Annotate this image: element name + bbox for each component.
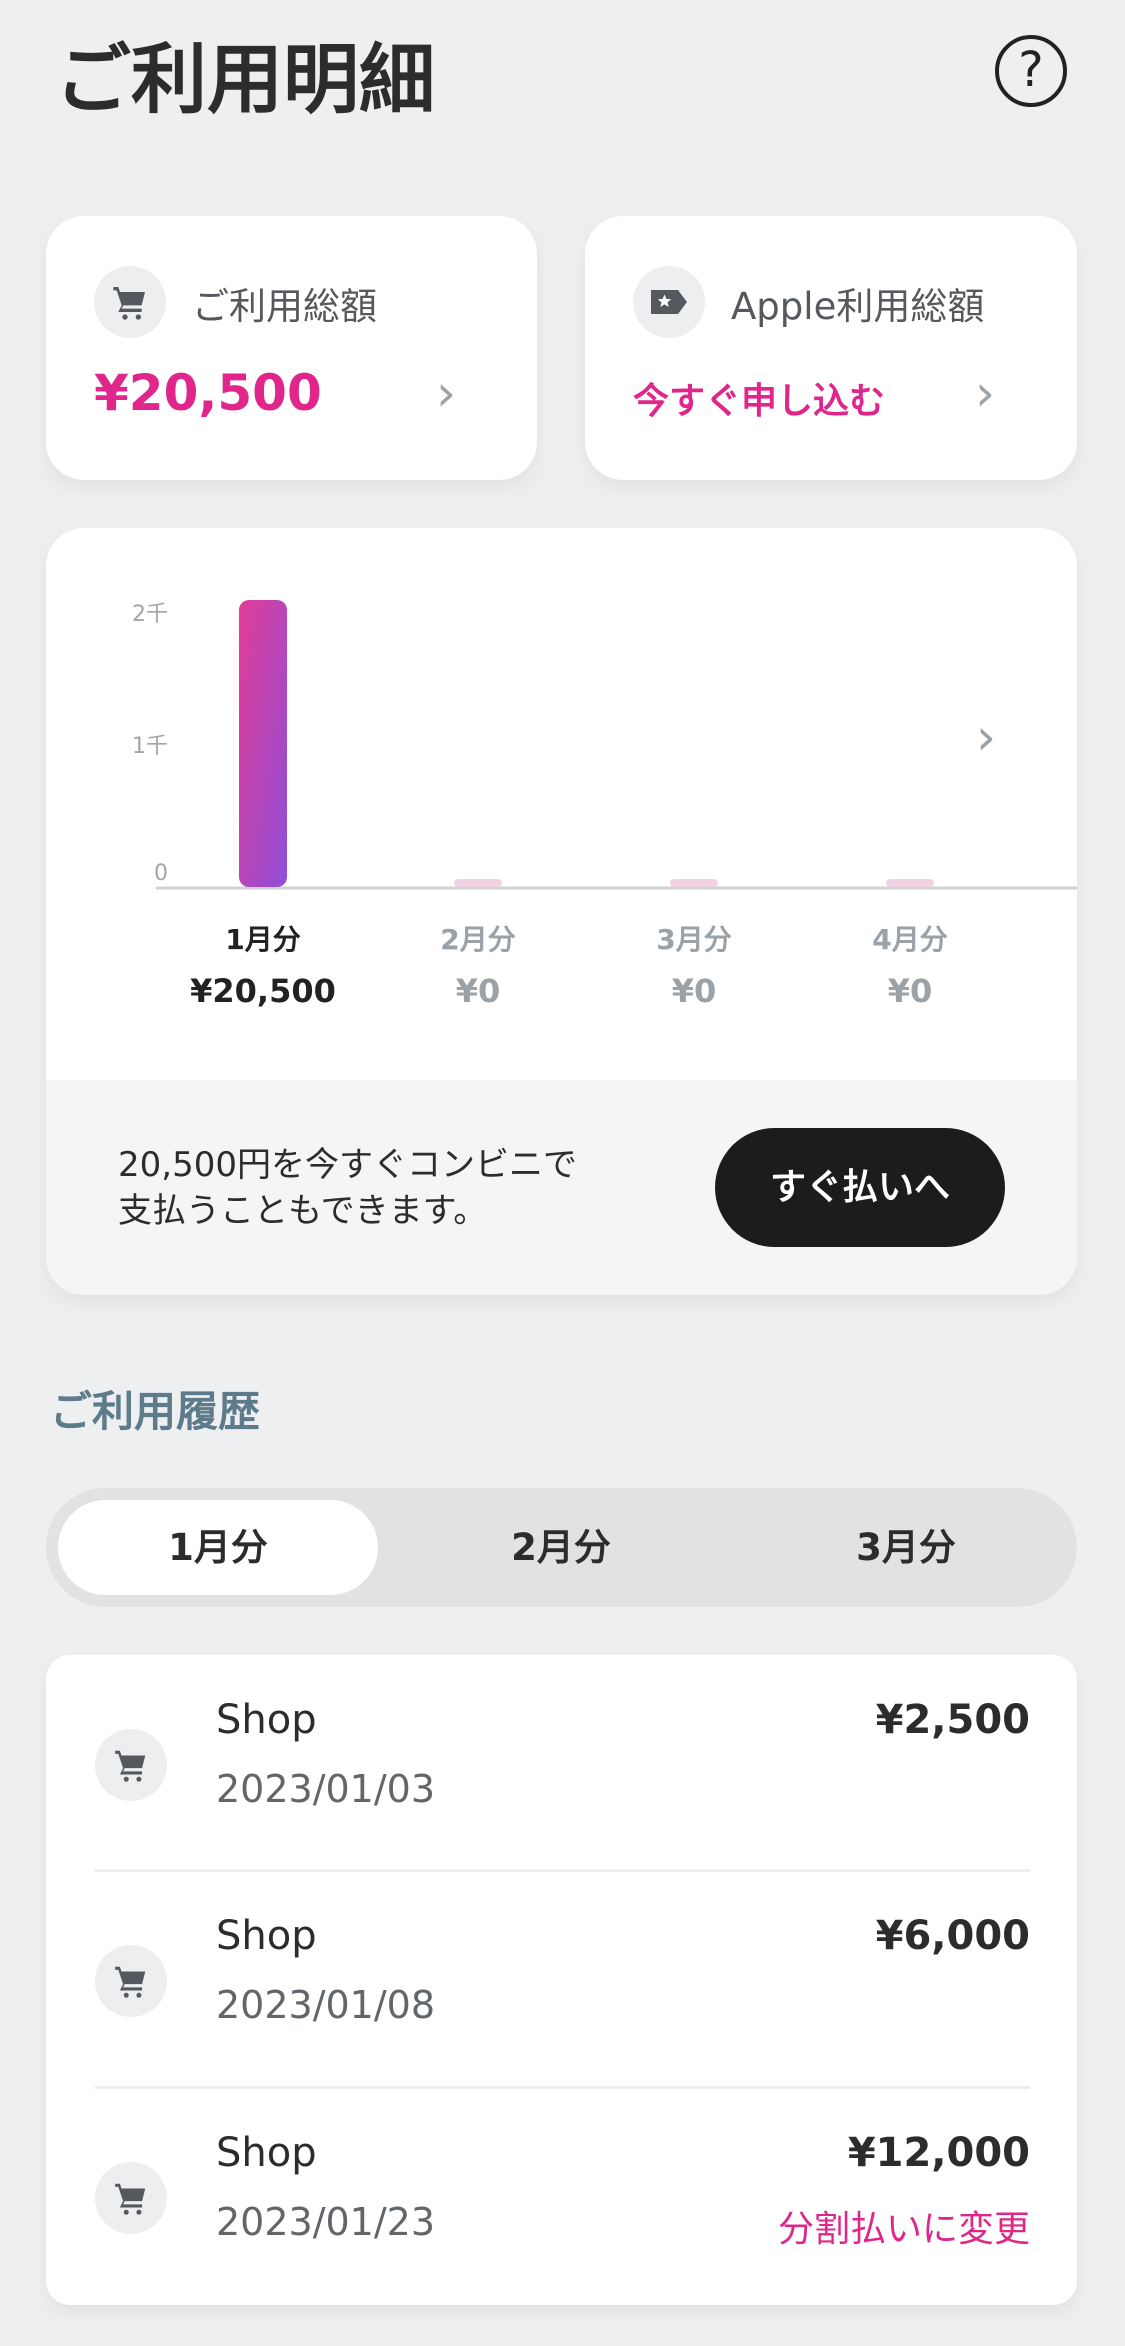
merchant-name: Shop xyxy=(216,2130,317,2176)
month-column[interactable]: 4月分 ¥0 xyxy=(810,918,1010,1010)
pay-now-button[interactable]: すぐ払いへ xyxy=(715,1128,1005,1247)
month-amount: ¥0 xyxy=(671,972,717,1010)
chart-next-chevron-icon[interactable]: › xyxy=(976,708,996,766)
history-list: Shop 2023/01/03 ¥2,500 Shop 2023/01/08 ¥… xyxy=(46,1655,1077,2305)
transaction-amount: ¥2,500 xyxy=(875,1697,1030,1743)
help-button[interactable]: ? xyxy=(995,35,1067,107)
cart-icon xyxy=(95,2162,167,2234)
month-segmented-control: 1月分 2月分 3月分 xyxy=(46,1488,1077,1607)
tab-month-3[interactable]: 3月分 xyxy=(856,1526,956,1569)
list-item[interactable]: Shop 2023/01/03 ¥2,500 xyxy=(46,1655,1077,1871)
merchant-name: Shop xyxy=(216,1913,317,1959)
history-title: ご利用履歴 xyxy=(50,1387,261,1436)
y-tick-label: 1千 xyxy=(132,734,168,759)
transaction-date: 2023/01/03 xyxy=(216,1767,436,1811)
chevron-right-icon: › xyxy=(436,364,456,422)
y-tick-label: 0 xyxy=(154,861,168,886)
transaction-amount: ¥12,000 xyxy=(847,2130,1030,2176)
month-amount: ¥20,500 xyxy=(190,972,336,1010)
usage-total-value: ¥20,500 xyxy=(94,364,322,422)
apple-total-label: Apple利用総額 xyxy=(731,285,985,328)
tab-month-2[interactable]: 2月分 xyxy=(511,1526,611,1569)
cart-icon xyxy=(95,1729,167,1801)
page-title: ご利用明細 xyxy=(55,35,435,124)
transaction-date: 2023/01/08 xyxy=(216,1983,436,2027)
pay-now-section: 20,500円を今すぐコンビニで 支払うこともできます。 すぐ払いへ xyxy=(46,1080,1077,1295)
tag-star-icon xyxy=(633,266,705,338)
month-column[interactable]: 2月分 ¥0 xyxy=(378,918,578,1010)
transaction-amount: ¥6,000 xyxy=(875,1913,1030,1959)
pay-now-text: 支払うこともできます。 xyxy=(118,1191,488,1231)
month-column[interactable]: 1月分 ¥20,500 xyxy=(163,918,363,1010)
tab-month-1[interactable]: 1月分 xyxy=(58,1500,378,1595)
apply-now-link[interactable]: 今すぐ申し込む xyxy=(633,381,886,422)
chevron-right-icon: › xyxy=(975,364,995,422)
monthly-chart-card: 2千 1千 0 › 1月分 ¥20,500 2月分 ¥0 3月分 ¥0 4月分 ¥0 2… xyxy=(46,528,1077,1295)
bar-4月分[interactable] xyxy=(886,879,934,887)
merchant-name: Shop xyxy=(216,1697,317,1743)
y-tick-label: 2千 xyxy=(132,602,168,627)
month-column[interactable]: 3月分 ¥0 xyxy=(594,918,794,1010)
month-amount: ¥0 xyxy=(887,972,933,1010)
month-label: 3月分 xyxy=(656,923,732,956)
month-label: 1月分 xyxy=(225,923,301,956)
month-amount: ¥0 xyxy=(455,972,501,1010)
usage-total-card[interactable]: ご利用総額 ¥20,500 › xyxy=(46,216,537,480)
cart-icon xyxy=(94,266,166,338)
installment-change-link[interactable]: 分割払いに変更 xyxy=(777,2209,1030,2250)
month-label: 2月分 xyxy=(440,923,516,956)
divider xyxy=(95,1869,1030,1872)
bar-1月分[interactable] xyxy=(239,600,287,887)
question-circle-icon: ? xyxy=(1018,42,1044,98)
list-item[interactable]: Shop 2023/01/08 ¥6,000 xyxy=(46,1871,1077,2087)
bar-2月分[interactable] xyxy=(454,879,502,887)
cart-icon xyxy=(95,1945,167,2017)
divider xyxy=(95,2086,1030,2089)
bar-chart xyxy=(156,600,1077,890)
month-label: 4月分 xyxy=(872,923,948,956)
pay-now-text: 20,500円を今すぐコンビニで xyxy=(118,1145,577,1185)
apple-total-card[interactable]: Apple利用総額 今すぐ申し込む › xyxy=(585,216,1077,480)
transaction-date: 2023/01/23 xyxy=(216,2200,436,2244)
bar-3月分[interactable] xyxy=(670,879,718,887)
usage-total-label: ご利用総額 xyxy=(192,285,377,328)
list-item[interactable]: Shop 2023/01/23 ¥12,000 分割払いに変更 xyxy=(46,2088,1077,2304)
